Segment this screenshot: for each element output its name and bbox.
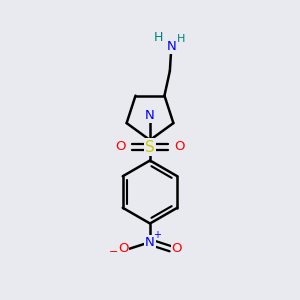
Text: N: N — [145, 109, 155, 122]
Text: H: H — [154, 32, 164, 44]
Text: N: N — [145, 236, 155, 249]
Text: O: O — [174, 140, 184, 154]
Text: O: O — [118, 242, 128, 255]
Text: S: S — [145, 140, 155, 154]
Text: −: − — [109, 247, 119, 257]
Text: O: O — [172, 242, 182, 255]
Text: O: O — [116, 140, 126, 154]
Text: H: H — [177, 34, 185, 44]
Text: N: N — [167, 40, 176, 53]
Text: +: + — [153, 230, 160, 241]
